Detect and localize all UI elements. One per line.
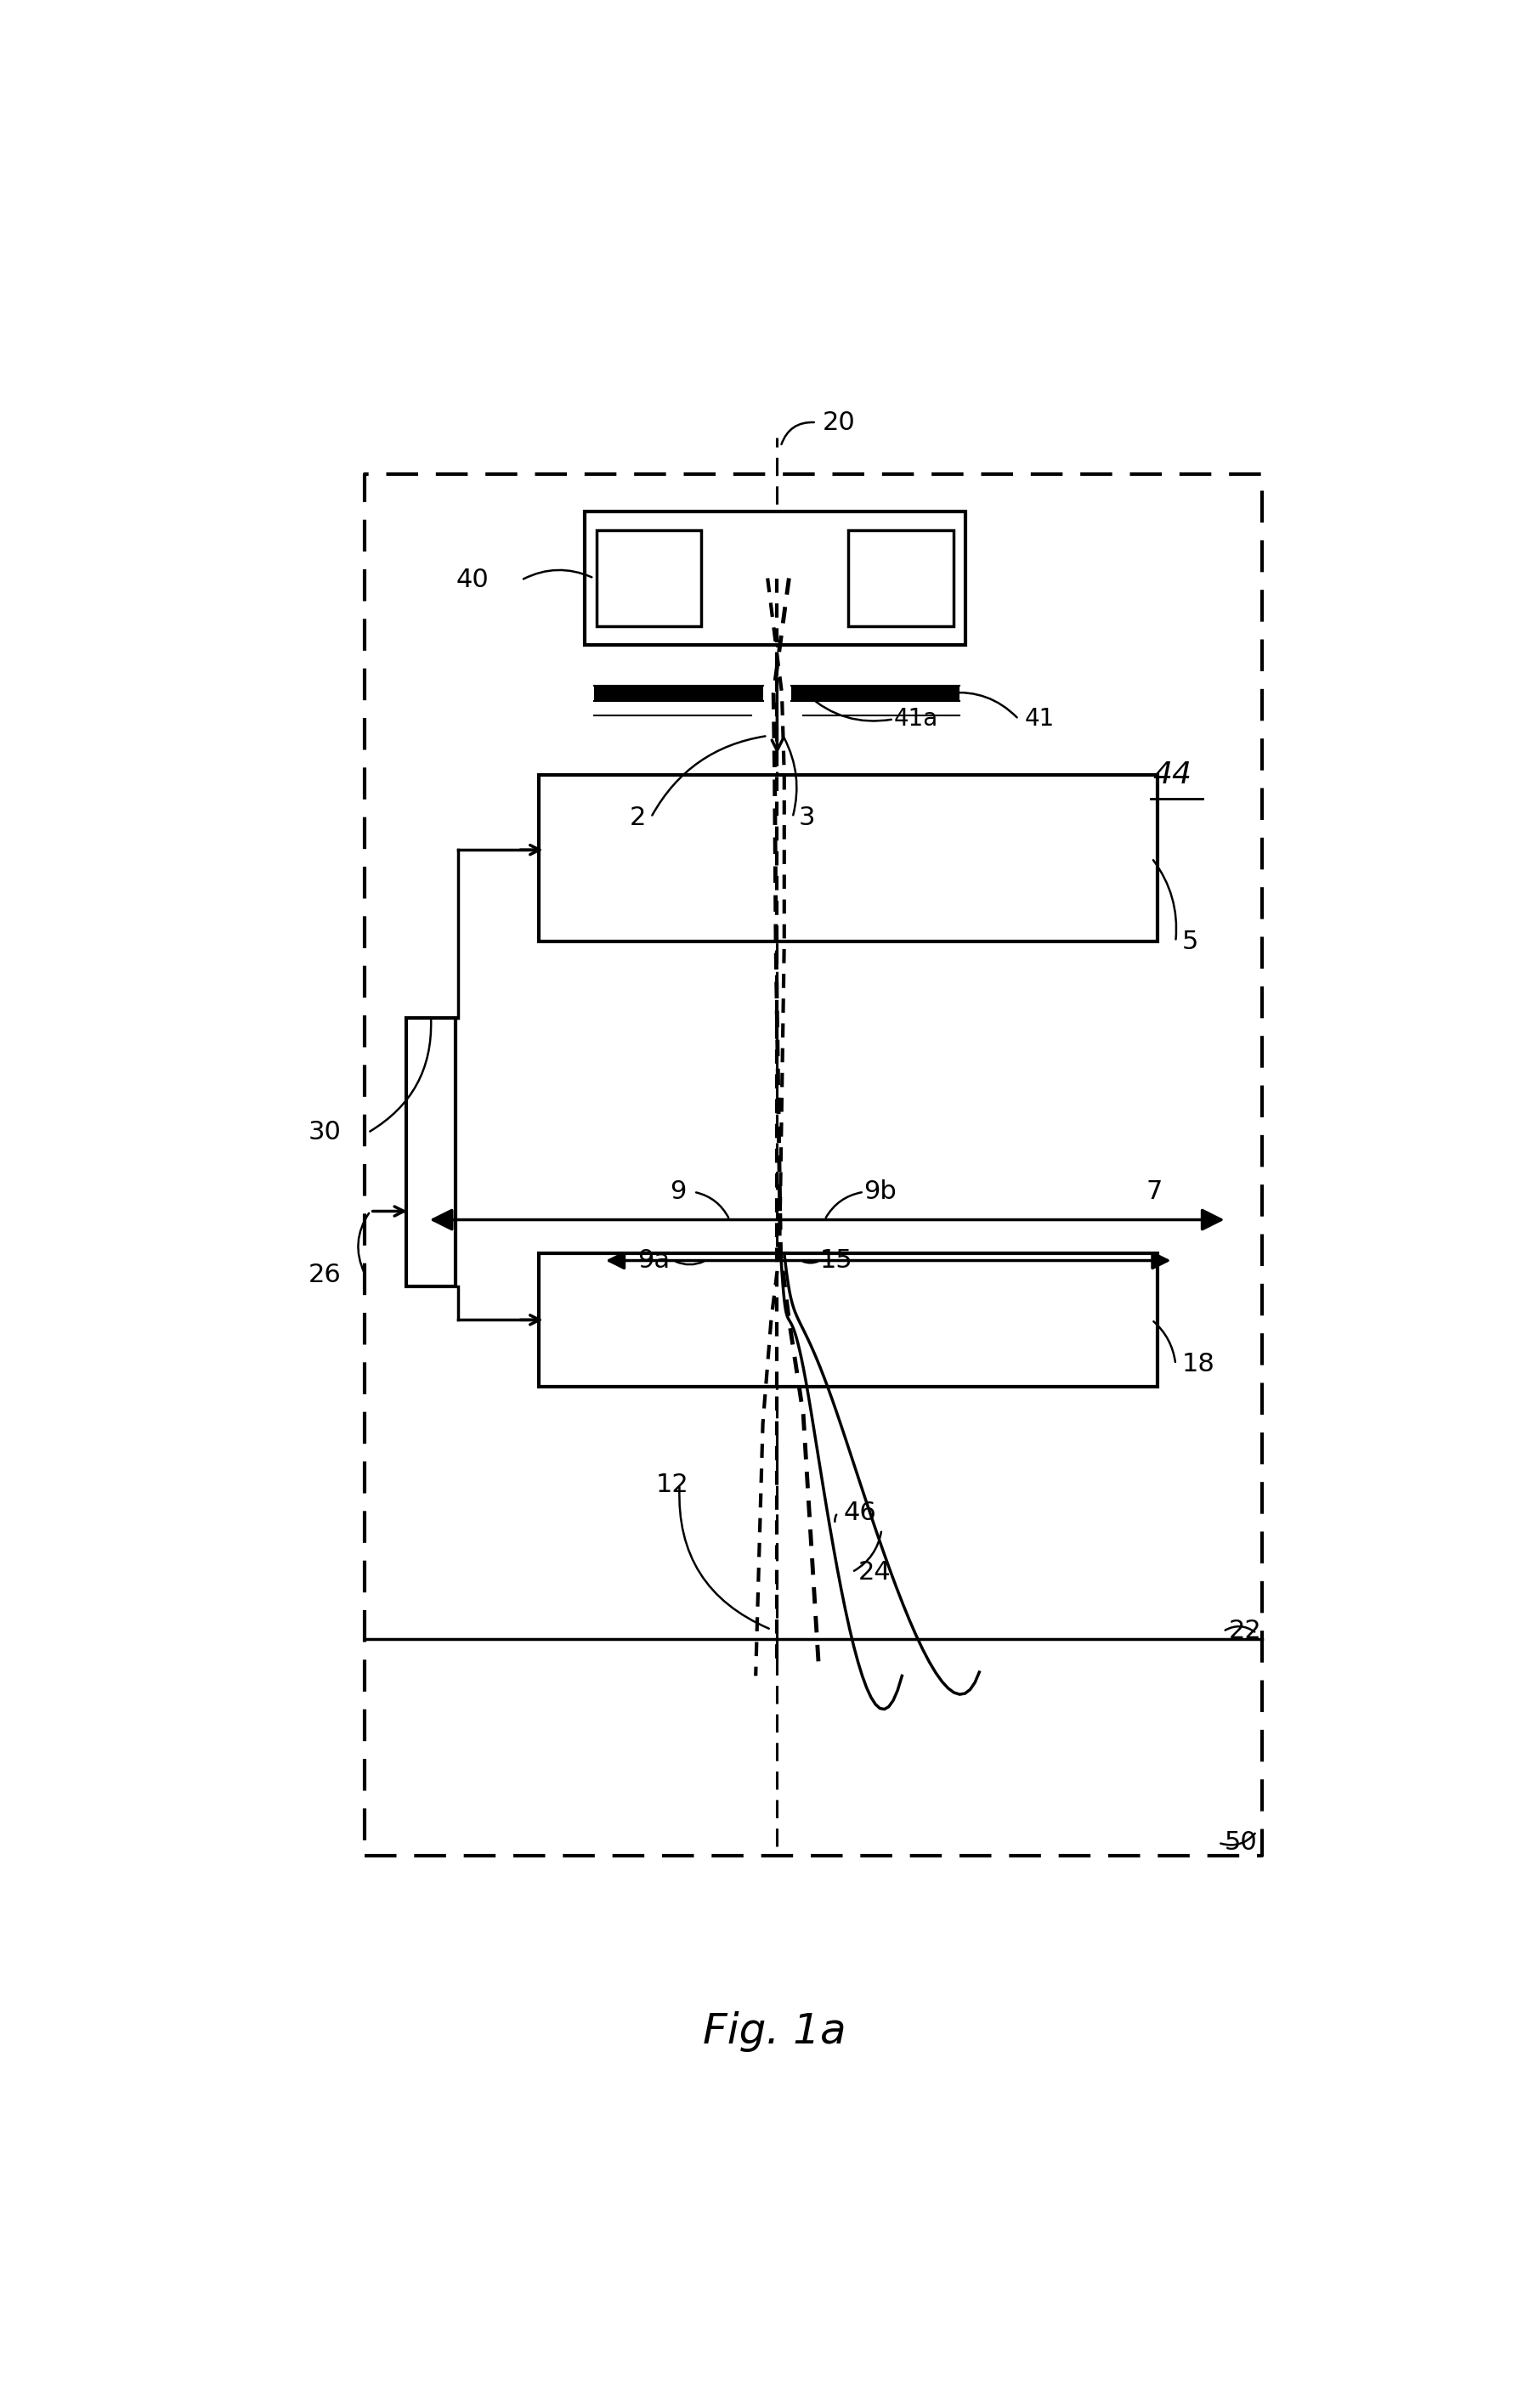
Text: 20: 20 [822,409,854,436]
Text: 3: 3 [798,804,815,831]
Text: 41a: 41a [893,708,937,732]
Text: 9: 9 [670,1180,686,1204]
Text: 40: 40 [456,568,489,592]
Text: 7: 7 [1146,1180,1161,1204]
Bar [538,1252,1157,1387]
Text: 9b: 9b [864,1180,896,1204]
Text: 44: 44 [1152,761,1192,790]
Bar [538,775,1157,942]
Text: 50: 50 [1224,1830,1256,1854]
Text: Fig. 1a: Fig. 1a [703,2011,845,2052]
Bar [584,510,965,645]
Text: 15: 15 [819,1247,853,1274]
Text: 24: 24 [858,1560,890,1584]
Bar [848,530,953,626]
Text: 46: 46 [844,1500,876,1524]
Text: 18: 18 [1181,1351,1213,1377]
Bar [597,530,701,626]
Text: 12: 12 [655,1474,689,1498]
Text: 26: 26 [308,1264,341,1288]
Text: 22: 22 [1229,1618,1261,1645]
Text: 9a: 9a [638,1247,670,1274]
Text: 41: 41 [1025,708,1054,732]
Text: 5: 5 [1181,929,1198,954]
Bar [792,686,959,701]
Bar [405,1019,456,1286]
Text: 30: 30 [308,1120,341,1144]
Bar [594,686,762,701]
Text: 2: 2 [629,804,646,831]
